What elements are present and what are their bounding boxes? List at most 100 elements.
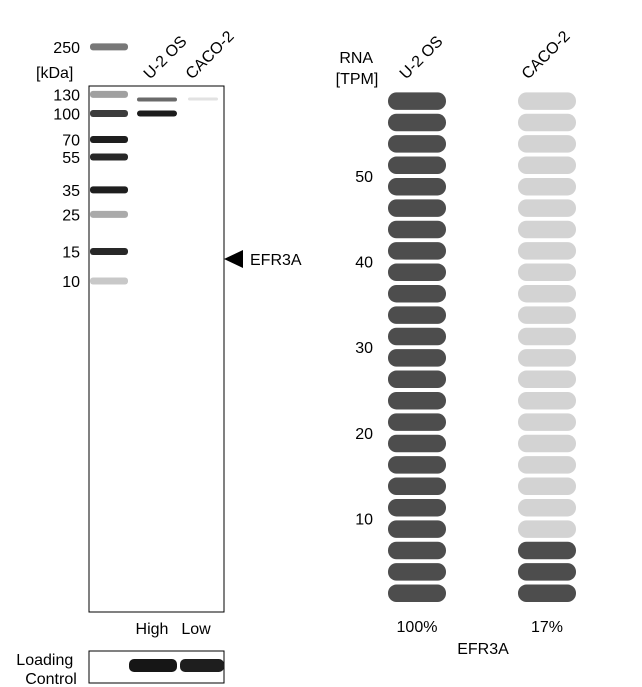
rna-tick-label: 50: [355, 169, 373, 186]
marker-band: [90, 186, 128, 194]
rna-unit-filled: [388, 434, 446, 453]
rna-bar: [518, 92, 576, 603]
target-label: EFR3A: [250, 252, 302, 269]
marker-label: 15: [62, 245, 80, 262]
marker-band: [90, 43, 128, 51]
upper-band-high: [137, 97, 177, 102]
rna-unit-empty: [518, 199, 576, 217]
rna-unit-empty: [518, 284, 576, 303]
rna-tick-label: 20: [355, 426, 373, 443]
loading-control-bands: [129, 659, 224, 672]
marker-label: 100: [53, 107, 80, 124]
rna-unit-filled: [388, 177, 446, 196]
rna-bars: [388, 92, 576, 603]
rna-unit-empty: [518, 92, 576, 110]
rna-gene-label: EFR3A: [457, 641, 509, 658]
rna-unit-filled: [388, 113, 446, 132]
rna-bar: [388, 92, 446, 603]
rna-axis-title: RNA [TPM]: [336, 50, 379, 88]
rna-unit-filled: [388, 306, 446, 324]
rna-unit-empty: [518, 306, 576, 324]
rna-unit-filled: [388, 477, 446, 496]
rna-unit-filled: [388, 413, 446, 431]
rna-unit-filled: [388, 391, 446, 410]
target-arrow-icon: [224, 250, 243, 268]
marker-band: [90, 90, 128, 98]
rna-unit-filled: [388, 284, 446, 303]
rna-unit-empty: [518, 263, 576, 282]
rna-tick-label: 10: [355, 511, 373, 528]
marker-band: [90, 248, 128, 256]
kda-unit-label: [kDa]: [36, 65, 73, 82]
rna-unit-empty: [518, 177, 576, 196]
rna-unit-empty: [518, 434, 576, 453]
rna-unit-filled: [388, 498, 446, 517]
marker-band: [90, 277, 128, 285]
marker-label: 55: [62, 150, 80, 167]
rna-unit-filled: [518, 563, 576, 581]
marker-label: 25: [62, 207, 80, 224]
rna-unit-filled: [388, 563, 446, 581]
target-band-high: [137, 110, 177, 117]
rna-y-tick-labels: 10 20 30 40 50: [355, 169, 373, 528]
rna-unit-filled: [388, 456, 446, 474]
rna-unit-empty: [518, 498, 576, 517]
rna-category-label: CACO-2: [519, 28, 574, 83]
rna-unit-empty: [518, 520, 576, 538]
rna-unit-empty: [518, 349, 576, 367]
rna-unit-filled: [388, 370, 446, 389]
marker-label: 70: [62, 132, 80, 149]
expression-label-high: High: [136, 621, 169, 638]
marker-band: [90, 153, 128, 161]
rna-unit-empty: [518, 370, 576, 389]
rna-unit-filled: [388, 541, 446, 560]
marker-label: 250: [53, 40, 80, 57]
rna-unit-empty: [518, 242, 576, 260]
rna-unit-filled: [518, 584, 576, 603]
marker-ladder: [90, 43, 128, 285]
rna-unit-empty: [518, 391, 576, 410]
marker-label: 35: [62, 183, 80, 200]
lane-label: CACO-2: [183, 28, 238, 83]
blot-membrane: [88, 85, 225, 613]
rna-value-label: 17%: [531, 619, 563, 636]
marker-band: [90, 210, 128, 218]
rna-value-labels: 100% 17%: [397, 619, 563, 636]
rna-unit-filled: [388, 263, 446, 282]
rna-unit-filled: [518, 541, 576, 560]
loading-control-label: Loading Control: [16, 652, 77, 687]
rna-unit-empty: [518, 156, 576, 175]
rna-unit-empty: [518, 413, 576, 431]
rna-unit-filled: [388, 327, 446, 346]
rna-unit-empty: [518, 220, 576, 239]
loading-band-low: [180, 659, 224, 672]
rna-unit-filled: [388, 242, 446, 260]
rna-category-label: U-2 OS: [397, 33, 447, 83]
rna-unit-filled: [388, 584, 446, 603]
marker-label: 10: [62, 274, 80, 291]
rna-unit-empty: [518, 135, 576, 153]
upper-band-low: [188, 97, 218, 101]
rna-tick-label: 40: [355, 255, 373, 272]
lane-label: U-2 OS: [141, 33, 191, 83]
rna-unit-filled: [388, 92, 446, 110]
rna-unit-empty: [518, 327, 576, 346]
rna-unit-empty: [518, 113, 576, 132]
expression-label-low: Low: [181, 621, 211, 638]
marker-band: [90, 135, 128, 143]
rna-value-label: 100%: [397, 619, 438, 636]
rna-unit-filled: [388, 135, 446, 153]
rna-unit-filled: [388, 520, 446, 538]
rna-panel: RNA [TPM] 10 20 30 40 50 U-2 OS CACO-2 100% 17…: [336, 28, 576, 658]
sample-bands: [137, 97, 218, 117]
loading-band-high: [129, 659, 177, 672]
rna-unit-empty: [518, 456, 576, 474]
rna-unit-filled: [388, 199, 446, 217]
marker-label: 130: [53, 87, 80, 104]
rna-tick-label: 30: [355, 340, 373, 357]
rna-unit-filled: [388, 156, 446, 175]
